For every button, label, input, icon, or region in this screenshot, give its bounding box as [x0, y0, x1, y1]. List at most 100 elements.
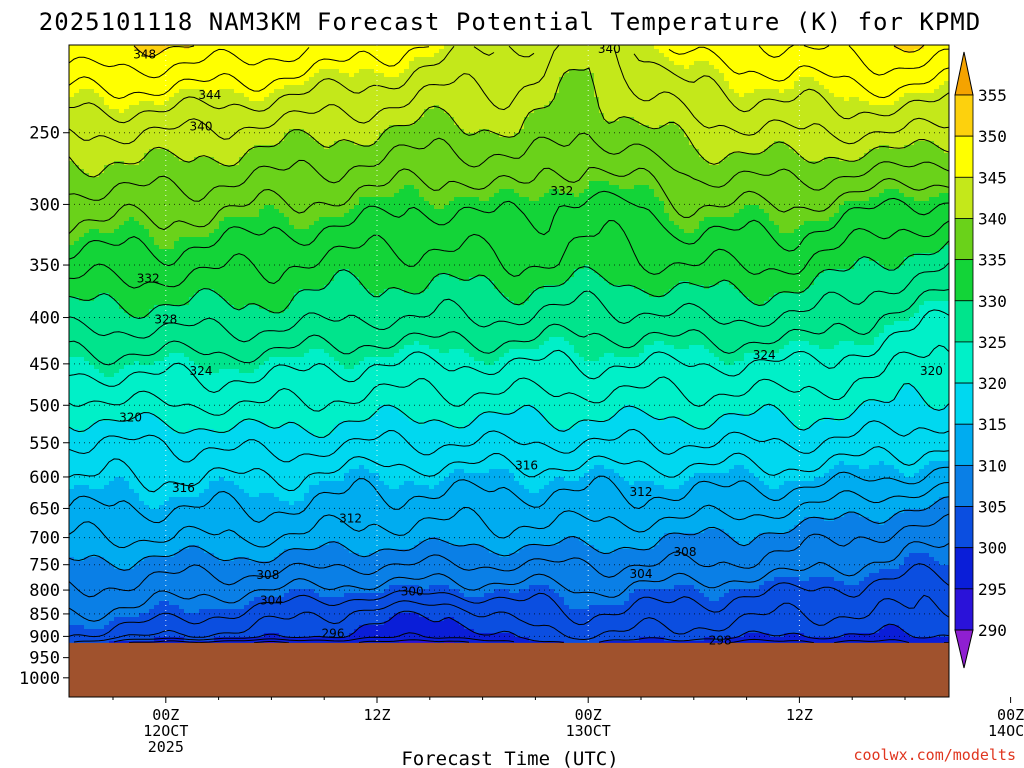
theta-fill-cell: [539, 101, 545, 106]
theta-fill-cell: [564, 149, 570, 154]
theta-fill-cell: [874, 57, 880, 62]
theta-fill-cell: [234, 149, 240, 154]
theta-fill-cell: [84, 69, 90, 74]
theta-fill-cell: [574, 137, 580, 142]
theta-fill-cell: [564, 145, 570, 150]
theta-fill-cell: [424, 49, 430, 54]
theta-fill-cell: [259, 65, 265, 70]
theta-fill-cell: [589, 93, 595, 98]
theta-fill-cell: [514, 49, 520, 54]
theta-fill-cell: [264, 77, 270, 82]
theta-fill-cell: [779, 93, 785, 98]
theta-fill-cell: [554, 117, 560, 122]
theta-fill-cell: [734, 53, 740, 58]
theta-fill-cell: [809, 113, 815, 118]
theta-fill-cell: [444, 77, 450, 82]
theta-fill-cell: [299, 57, 305, 62]
theta-fill-cell: [659, 149, 665, 154]
theta-fill-cell: [109, 145, 115, 150]
theta-fill-cell: [349, 117, 355, 122]
theta-fill-cell: [609, 141, 615, 146]
theta-fill-cell: [649, 105, 655, 110]
theta-fill-cell: [234, 57, 240, 62]
theta-fill-cell: [394, 93, 400, 98]
theta-fill-cell: [759, 109, 765, 114]
theta-fill-cell: [824, 141, 830, 146]
theta-fill-cell: [104, 113, 110, 118]
theta-fill-cell: [519, 53, 525, 58]
theta-fill-cell: [924, 113, 930, 118]
theta-fill-cell: [249, 145, 255, 150]
theta-fill-cell: [794, 85, 800, 90]
theta-fill-cell: [524, 93, 530, 98]
theta-fill-cell: [584, 53, 590, 58]
theta-fill-cell: [209, 117, 215, 122]
theta-fill-cell: [774, 153, 780, 158]
theta-fill-cell: [909, 101, 915, 106]
theta-fill-cell: [899, 89, 905, 94]
theta-fill-cell: [279, 77, 285, 82]
theta-fill-cell: [144, 49, 150, 54]
theta-fill-cell: [829, 129, 835, 134]
theta-fill-cell: [889, 65, 895, 70]
theta-fill-cell: [734, 149, 740, 154]
theta-fill-cell: [789, 133, 795, 138]
theta-fill-cell: [194, 109, 200, 114]
theta-fill-cell: [729, 45, 735, 50]
theta-fill-cell: [124, 73, 130, 78]
theta-fill-cell: [504, 73, 510, 78]
theta-fill-cell: [494, 113, 500, 118]
theta-fill-cell: [349, 101, 355, 106]
theta-fill-cell: [449, 121, 455, 126]
theta-fill-cell: [684, 121, 690, 126]
theta-fill-cell: [594, 133, 600, 138]
theta-fill-cell: [529, 137, 535, 142]
theta-fill-cell: [889, 117, 895, 122]
theta-fill-cell: [864, 129, 870, 134]
theta-fill-cell: [669, 85, 675, 90]
theta-fill-cell: [84, 85, 90, 90]
theta-fill-cell: [719, 73, 725, 78]
theta-fill-cell: [234, 49, 240, 54]
theta-fill-cell: [474, 109, 480, 114]
theta-fill-cell: [134, 105, 140, 110]
theta-fill-cell: [104, 125, 110, 130]
theta-fill-cell: [459, 117, 465, 122]
theta-fill-cell: [879, 141, 885, 146]
theta-fill-cell: [669, 141, 675, 146]
theta-fill-cell: [394, 117, 400, 122]
theta-fill-cell: [504, 57, 510, 62]
theta-fill-cell: [524, 109, 530, 114]
theta-fill-cell: [569, 69, 575, 74]
theta-fill-cell: [679, 105, 685, 110]
theta-fill-cell: [754, 125, 760, 130]
theta-fill-cell: [309, 101, 315, 106]
theta-fill-cell: [699, 93, 705, 98]
theta-fill-cell: [169, 93, 175, 98]
theta-fill-cell: [854, 85, 860, 90]
theta-fill-cell: [874, 121, 880, 126]
theta-fill-cell: [229, 61, 235, 66]
theta-fill-cell: [159, 101, 165, 106]
theta-fill-cell: [764, 109, 770, 114]
theta-fill-cell: [919, 73, 925, 78]
theta-fill-cell: [169, 121, 175, 126]
theta-fill-cell: [389, 153, 395, 158]
theta-fill-cell: [259, 149, 265, 154]
theta-fill-cell: [899, 97, 905, 102]
theta-fill-cell: [779, 77, 785, 82]
theta-fill-cell: [739, 53, 745, 58]
theta-fill-cell: [124, 69, 130, 74]
theta-fill-cell: [619, 109, 625, 114]
theta-fill-cell: [939, 129, 945, 134]
theta-fill-cell: [689, 109, 695, 114]
theta-fill-cell: [324, 137, 330, 142]
theta-fill-cell: [649, 109, 655, 114]
theta-fill-cell: [789, 101, 795, 106]
theta-fill-cell: [789, 89, 795, 94]
theta-fill-cell: [634, 61, 640, 66]
theta-fill-cell: [629, 85, 635, 90]
theta-fill-cell: [519, 65, 525, 70]
theta-fill-cell: [549, 49, 555, 54]
theta-fill-cell: [759, 61, 765, 66]
